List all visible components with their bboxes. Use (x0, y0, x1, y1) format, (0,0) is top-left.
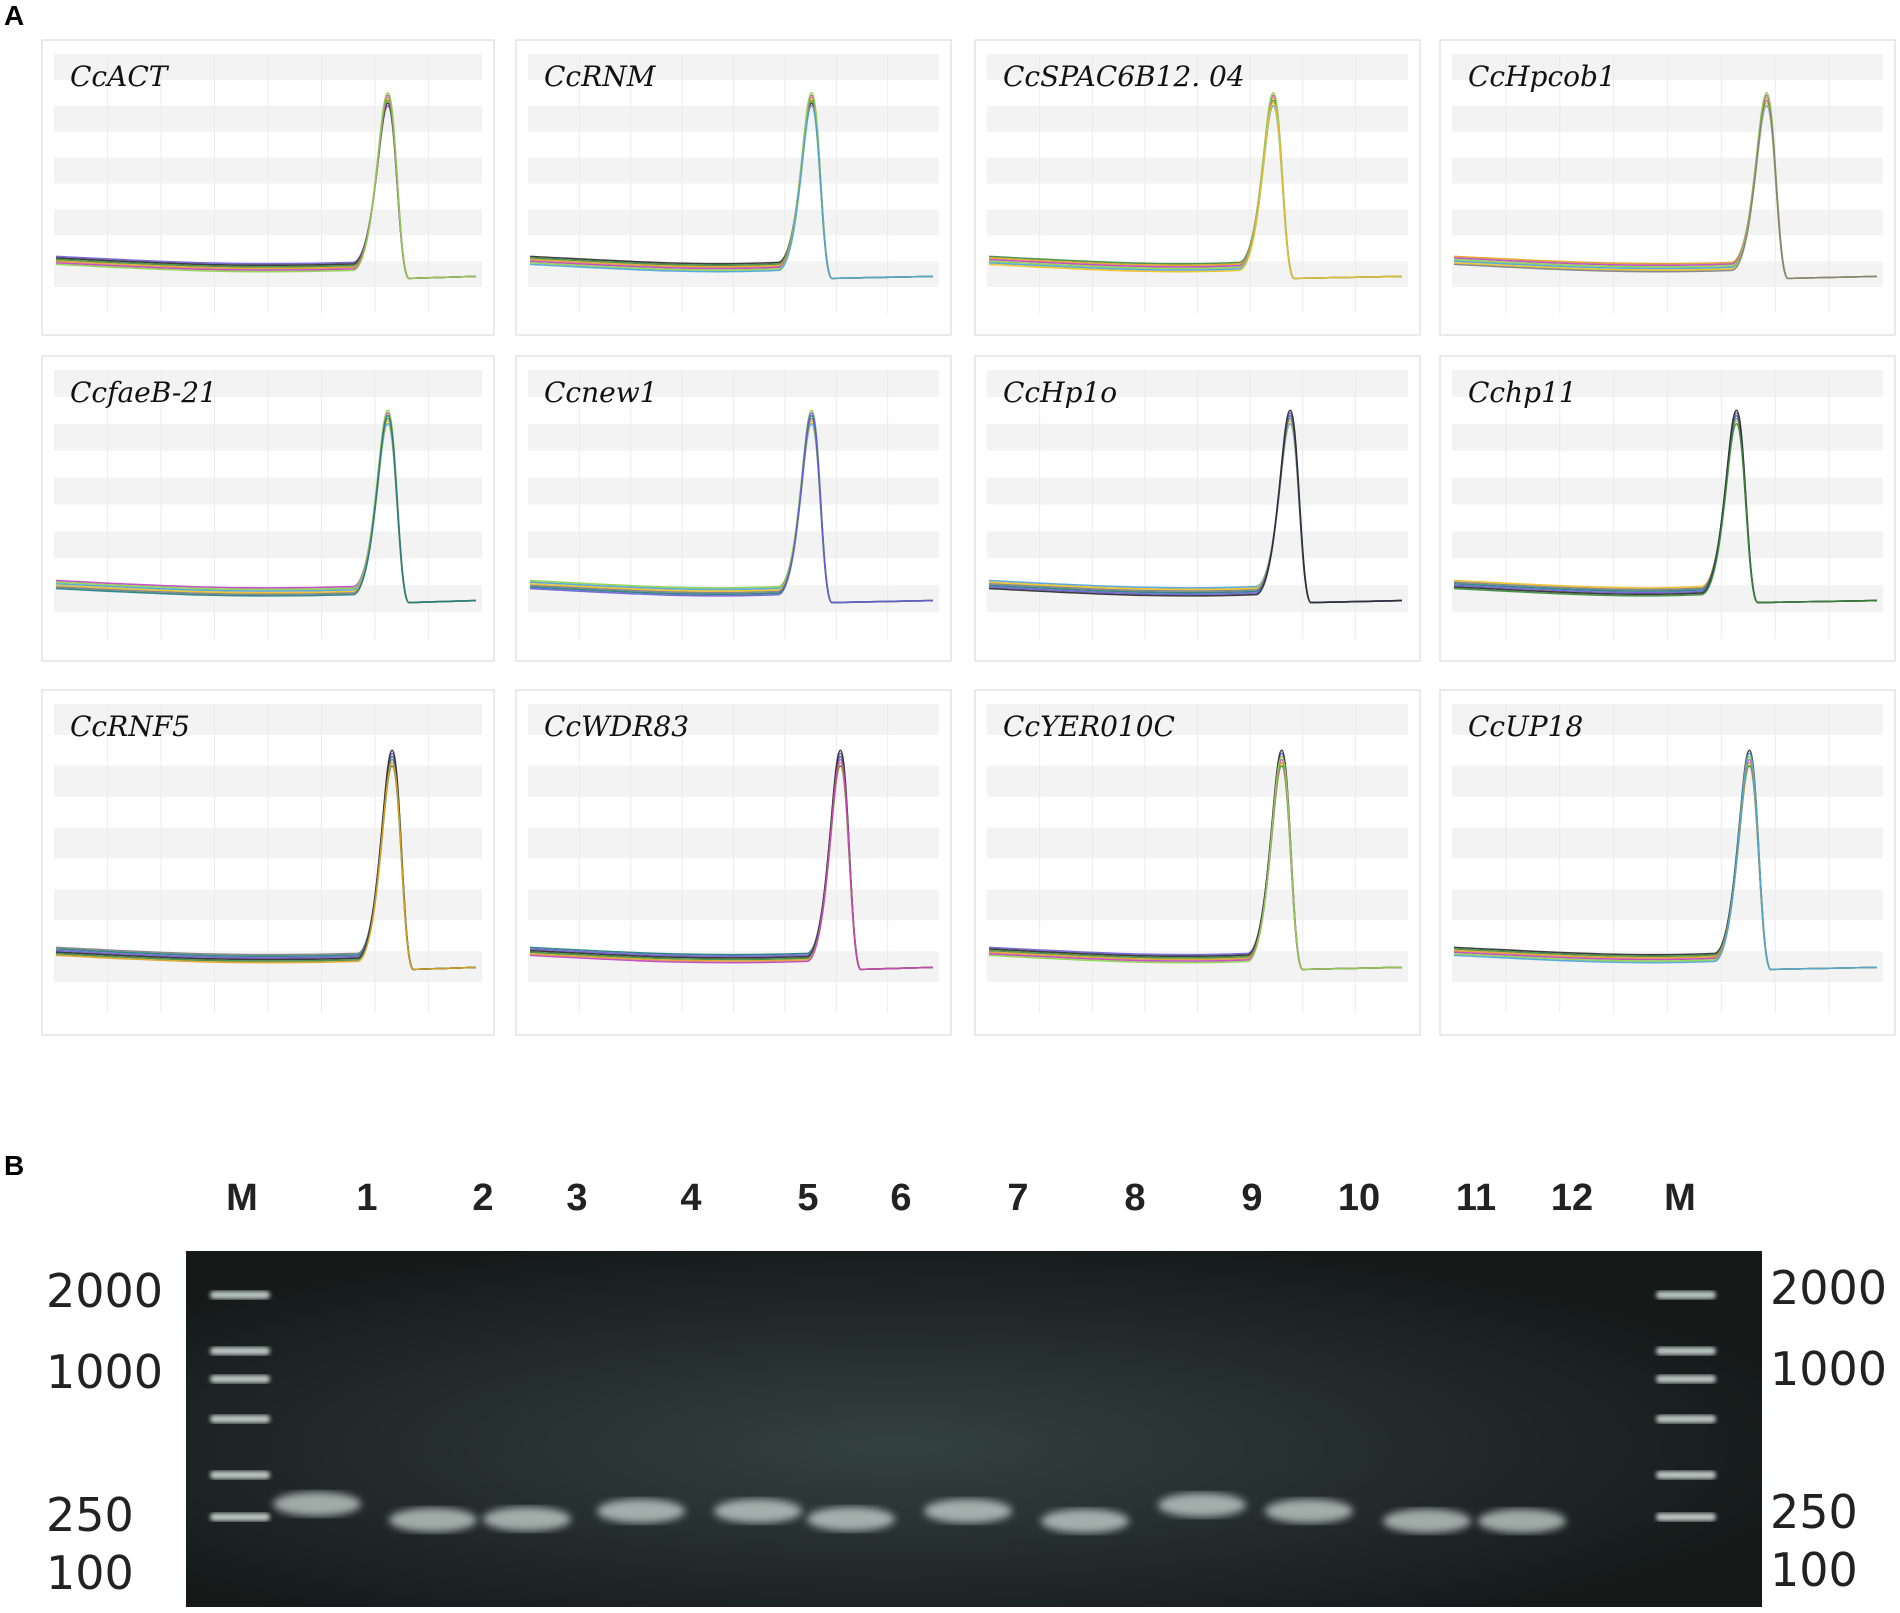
gene-label: CcUP18 (1468, 710, 1583, 743)
gene-label: CcHp1o (1003, 376, 1117, 409)
melt-curve-panel: CcfaeB-21 (41, 355, 495, 662)
sample-band (1383, 1509, 1471, 1533)
marker-label-left: 100 (46, 1546, 134, 1600)
marker-label-left: 250 (46, 1488, 134, 1542)
lane-label: 6 (890, 1177, 912, 1219)
ladder-band (210, 1347, 270, 1355)
ladder-band (210, 1513, 270, 1521)
agarose-gel-image (186, 1251, 1762, 1607)
ladder-band (1656, 1471, 1716, 1479)
lane-label: 1 (356, 1177, 378, 1219)
sample-band (714, 1499, 802, 1523)
melt-curve-panel: CcHp1o (974, 355, 1421, 662)
sample-band (807, 1507, 895, 1531)
lane-label: 2 (472, 1177, 494, 1219)
gene-label: CcfaeB-21 (70, 376, 217, 409)
sample-band (273, 1492, 361, 1516)
gene-label: CcYER010C (1003, 710, 1175, 743)
marker-label-left: 1000 (46, 1345, 164, 1399)
marker-label-right: 2000 (1770, 1261, 1888, 1315)
sample-band (1265, 1499, 1353, 1523)
marker-label-right: 100 (1770, 1543, 1858, 1597)
sample-band (1158, 1493, 1246, 1517)
marker-label-left: 2000 (46, 1264, 164, 1318)
panel-a-label: A (4, 0, 25, 31)
ladder-band (1656, 1375, 1716, 1383)
lane-label: 4 (680, 1177, 702, 1219)
melt-curve-panel: Ccnew1 (515, 355, 952, 662)
gene-label: CcHpcob1 (1468, 60, 1616, 93)
lane-label: 9 (1241, 1177, 1263, 1219)
lane-label: 11 (1455, 1177, 1497, 1219)
ladder-band (210, 1415, 270, 1423)
ladder-band (1656, 1291, 1716, 1299)
ladder-band (1656, 1347, 1716, 1355)
ladder-band (210, 1291, 270, 1299)
melt-curve-panel: CcHpcob1 (1439, 39, 1896, 336)
sample-band (924, 1499, 1012, 1523)
ladder-band (210, 1375, 270, 1383)
melt-curve-panel: CcYER010C (974, 689, 1421, 1036)
gene-label: CcRNF5 (70, 710, 190, 743)
gene-label: CcACT (70, 60, 170, 93)
gene-label: Cchp11 (1468, 376, 1577, 409)
melt-curve-panel: CcSPAC6B12. 04 (974, 39, 1421, 336)
sample-band (483, 1507, 571, 1531)
lane-label: 10 (1337, 1177, 1381, 1219)
panel-b-label: B (4, 1150, 25, 1181)
gene-label: CcRNM (544, 60, 657, 93)
sample-band (1041, 1509, 1129, 1533)
melt-curve-panel: Cchp11 (1439, 355, 1896, 662)
lane-label: 5 (797, 1177, 819, 1219)
marker-label-right: 250 (1770, 1485, 1858, 1539)
lane-label: 8 (1124, 1177, 1146, 1219)
melt-curve-panel: CcWDR83 (515, 689, 952, 1036)
ladder-band (1656, 1415, 1716, 1423)
ladder-band (210, 1471, 270, 1479)
lane-label: 12 (1550, 1177, 1594, 1219)
lane-label: 7 (1007, 1177, 1029, 1219)
lane-label: M (226, 1177, 258, 1219)
sample-band (1478, 1509, 1566, 1533)
ladder-band (1656, 1513, 1716, 1521)
lane-label: M (1664, 1177, 1696, 1219)
gene-label: Ccnew1 (544, 376, 658, 409)
gene-label: CcWDR83 (544, 710, 689, 743)
melt-curve-panel: CcUP18 (1439, 689, 1896, 1036)
gel-background (186, 1251, 1762, 1607)
sample-band (389, 1508, 477, 1532)
sample-band (597, 1499, 685, 1523)
melt-curve-panel: CcRNF5 (41, 689, 495, 1036)
gene-label: CcSPAC6B12. 04 (1003, 60, 1245, 93)
lane-label: 3 (566, 1177, 588, 1219)
melt-curve-panel: CcRNM (515, 39, 952, 336)
melt-curve-panel: CcACT (41, 39, 495, 336)
melt-curve-grid: CcACT CcRNM CcSPAC6B12. 04 CcHpcob1 CcfaeB-2… (41, 39, 1896, 1036)
marker-label-right: 1000 (1770, 1342, 1888, 1396)
